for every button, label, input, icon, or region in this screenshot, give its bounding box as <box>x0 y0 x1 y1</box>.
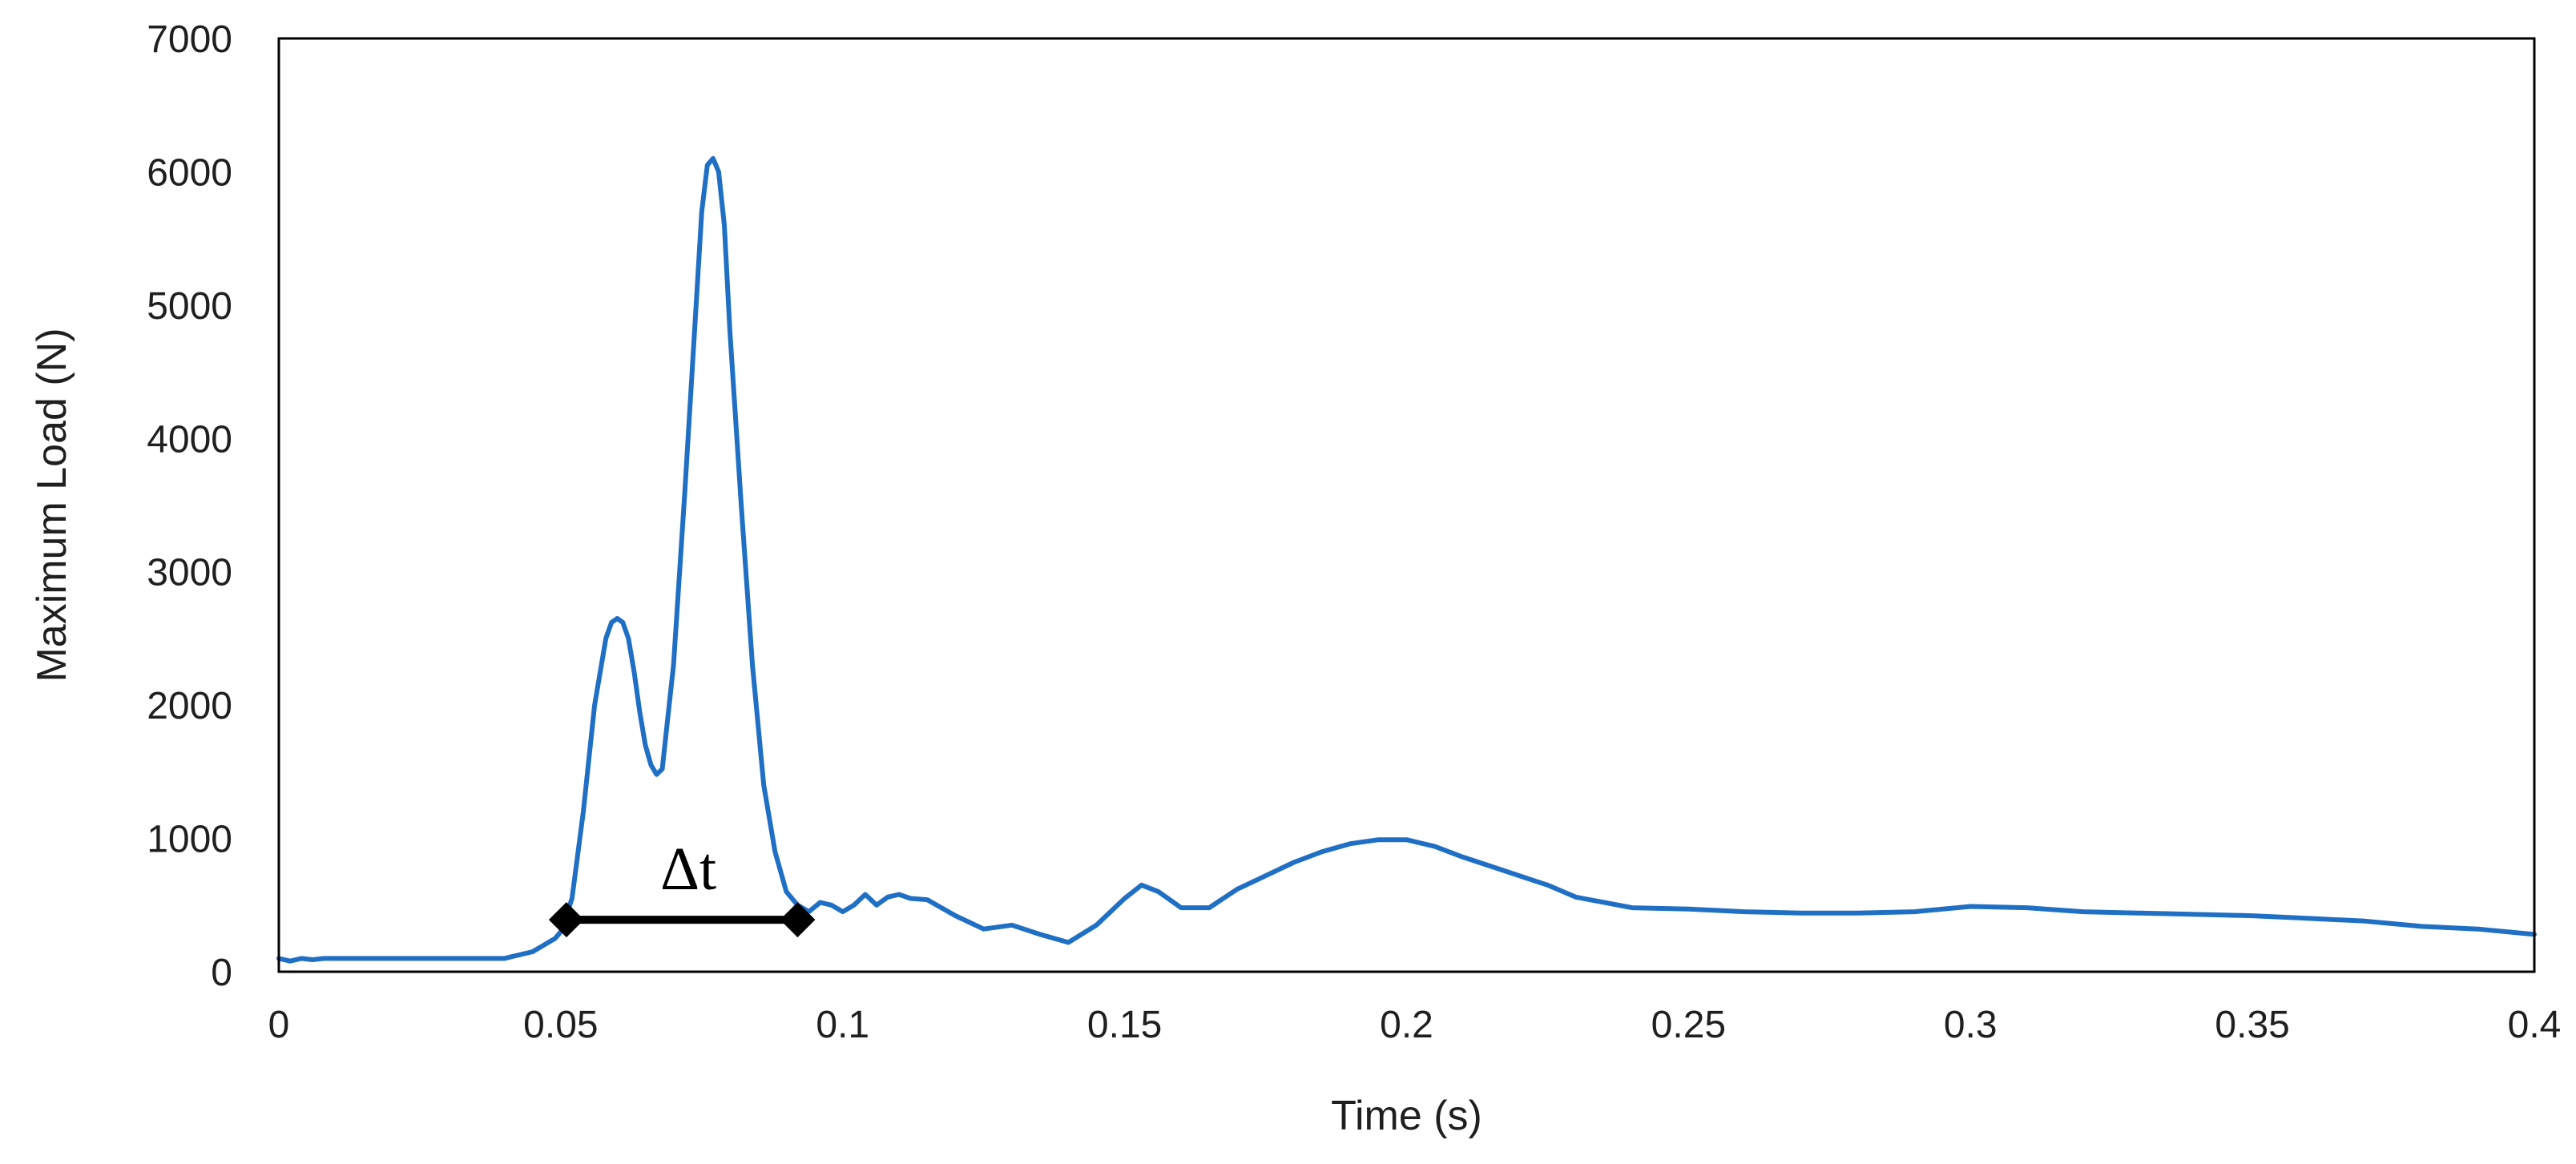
y-tick-label: 7000 <box>147 18 232 61</box>
delta-t-end-marker <box>780 902 816 938</box>
y-tick-label: 4000 <box>147 418 232 461</box>
x-tick-label: 0.2 <box>1380 1004 1433 1046</box>
y-axis-title: Maximum Load (N) <box>29 328 75 682</box>
y-tick-label: 0 <box>211 952 232 994</box>
x-tick-label: 0.4 <box>2508 1004 2562 1046</box>
x-tick-label: 0.15 <box>1087 1004 1162 1046</box>
plot-area-frame <box>277 37 2536 973</box>
y-tick-label: 1000 <box>147 819 232 861</box>
x-tick-label: 0.3 <box>1944 1004 1998 1046</box>
y-tick-label: 2000 <box>147 685 232 727</box>
delta-t-label: Δt <box>660 836 716 903</box>
y-tick-label: 5000 <box>147 285 232 328</box>
y-tick-labels: 0 1000 2000 3000 4000 5000 6000 7000 <box>147 18 232 994</box>
x-tick-labels: 0 0.05 0.1 0.15 0.2 0.25 0.3 0.35 0.4 <box>268 1004 2562 1046</box>
delta-t-start-marker <box>548 902 584 938</box>
delta-t-annotation: Δt <box>548 836 816 938</box>
x-tick-label: 0.05 <box>523 1004 598 1046</box>
x-tick-label: 0.1 <box>816 1004 869 1046</box>
y-tick-label: 6000 <box>147 151 232 194</box>
x-tick-label: 0 <box>268 1004 290 1046</box>
y-tick-label: 3000 <box>147 552 232 594</box>
series-line-maximum-load <box>276 155 2537 964</box>
x-tick-label: 0.25 <box>1651 1004 1726 1046</box>
x-tick-label: 0.35 <box>2215 1004 2289 1046</box>
x-axis-title: Time (s) <box>1331 1093 1482 1139</box>
